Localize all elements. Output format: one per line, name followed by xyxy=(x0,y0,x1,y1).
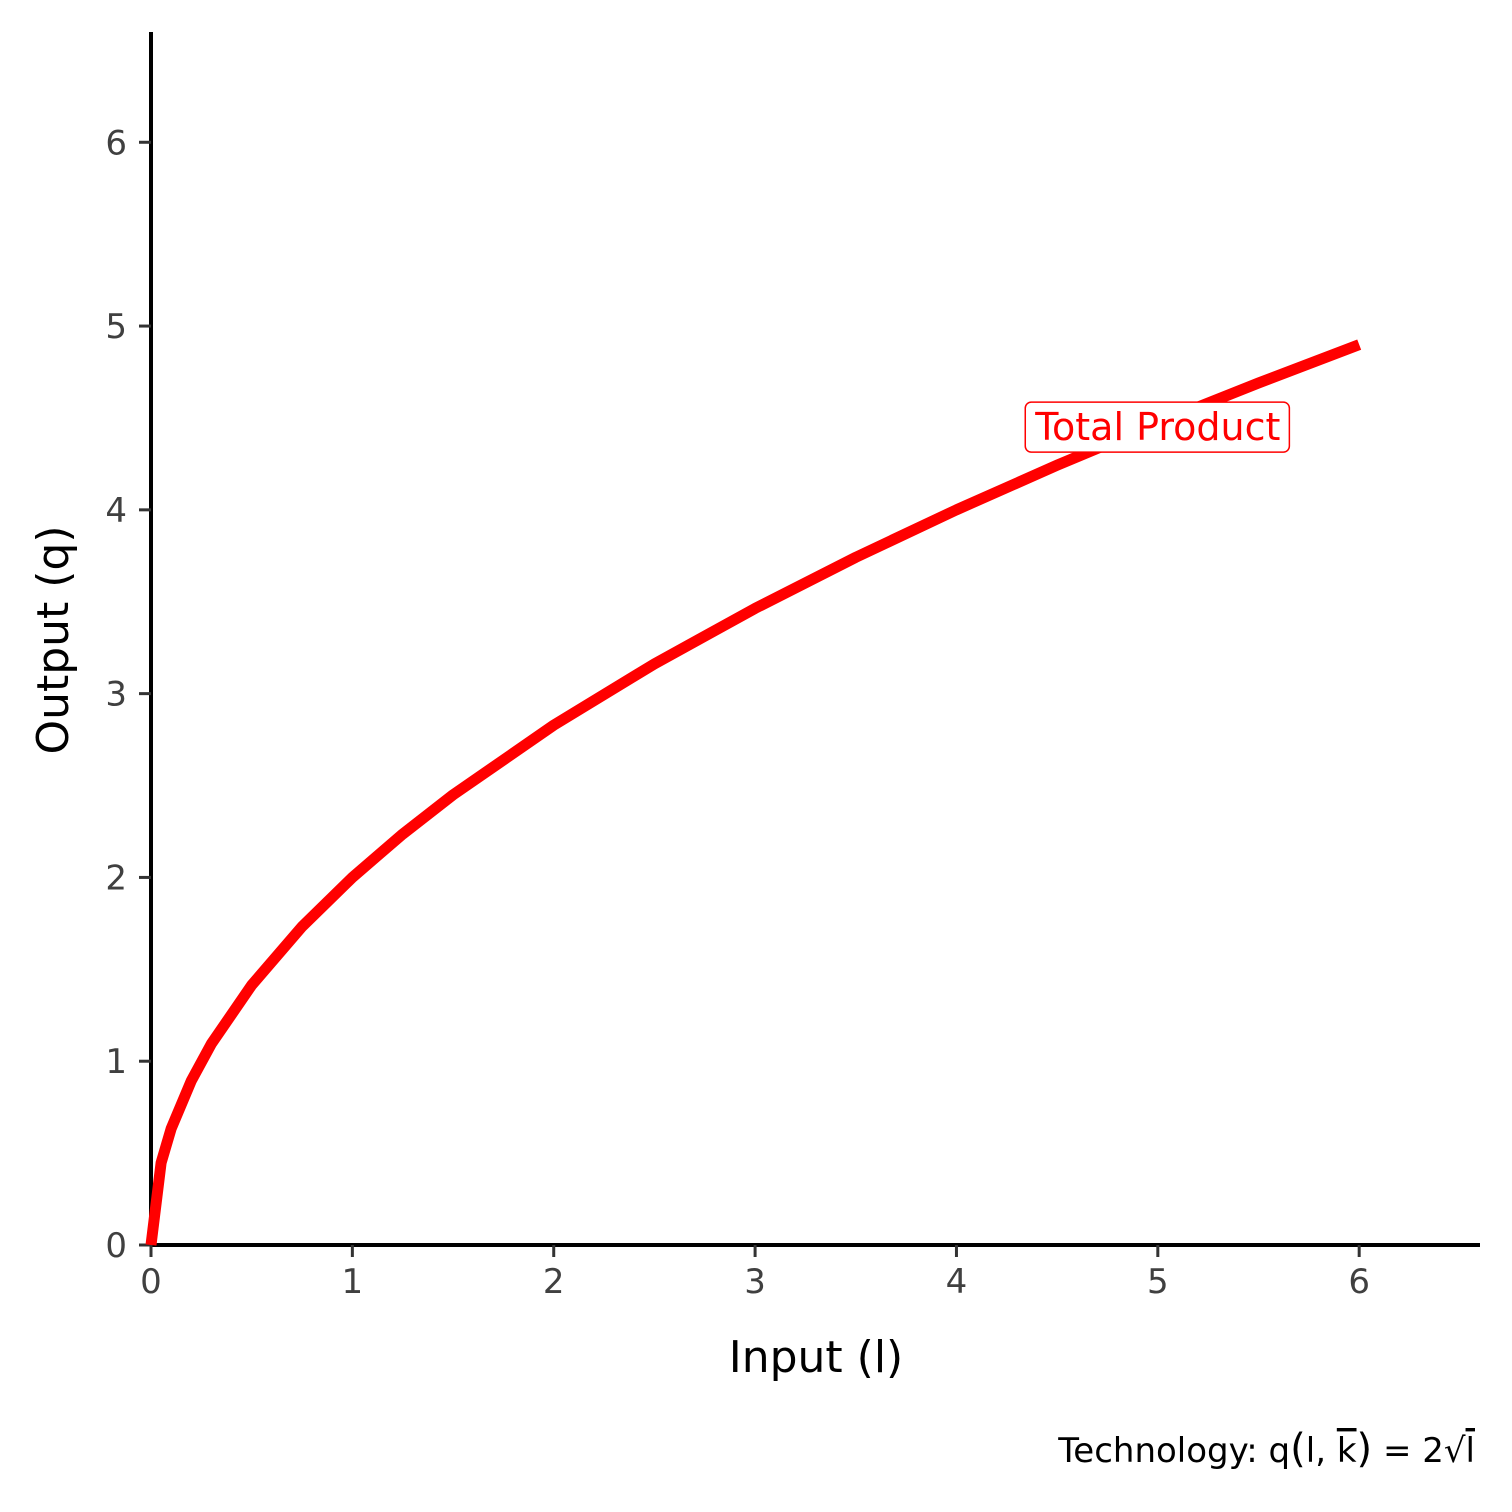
y-tick-label: 2 xyxy=(105,858,127,898)
total-product-label: Total Product xyxy=(1024,401,1291,453)
series-layer xyxy=(145,339,1362,1246)
y-tick-label: 1 xyxy=(105,1042,127,1082)
label-box xyxy=(1024,401,1291,453)
label-text: Total Product xyxy=(1034,405,1280,449)
total-product-line xyxy=(145,339,1362,1246)
annotation-layer: Total Product xyxy=(1024,401,1291,453)
y-tick-label: 3 xyxy=(105,675,127,715)
y-axis-title: Output (q) xyxy=(28,525,79,754)
x-tick-label: 2 xyxy=(543,1262,565,1302)
y-axis-ticks: 0 1 2 3 4 5 6 xyxy=(105,123,151,1266)
x-axis-ticks: 0 1 2 3 4 5 6 xyxy=(140,1245,1370,1302)
axes xyxy=(149,32,1480,1247)
y-tick-label: 4 xyxy=(105,491,127,531)
caption-sqrt-arg: l xyxy=(1466,1431,1475,1471)
x-tick-label: 6 xyxy=(1348,1262,1370,1302)
caption-k: k xyxy=(1337,1431,1357,1471)
caption-rhs: = 2 xyxy=(1383,1431,1444,1471)
x-tick-label: 3 xyxy=(744,1262,766,1302)
x-axis-title: Input (l) xyxy=(729,1332,903,1383)
y-tick-label: 0 xyxy=(105,1226,127,1266)
caption-prefix: Technology: q xyxy=(1057,1431,1290,1471)
y-tick-label: 5 xyxy=(105,307,127,347)
caption-sqrt: √ xyxy=(1444,1431,1466,1471)
x-tick-label: 0 xyxy=(140,1262,162,1302)
y-tick-label: 6 xyxy=(105,123,127,163)
technology-caption: Technology: q(l, k) = 2√l xyxy=(1057,1426,1475,1472)
x-tick-label: 5 xyxy=(1147,1262,1169,1302)
svg-text:Technology: q(l, k) = 2√l: Technology: q(l, k) = 2√l xyxy=(1057,1426,1475,1472)
caption-l: l xyxy=(1306,1431,1315,1471)
x-tick-label: 4 xyxy=(946,1262,968,1302)
x-tick-label: 1 xyxy=(342,1262,364,1302)
